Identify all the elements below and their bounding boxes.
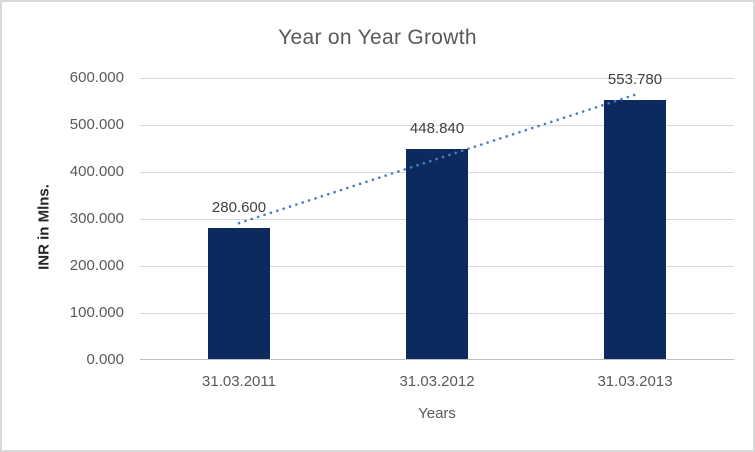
y-tick-label: 100.000 xyxy=(69,304,124,321)
bar xyxy=(604,99,666,360)
x-tick-label: 31.03.2012 xyxy=(399,373,475,390)
x-tick-label: 31.03.2011 xyxy=(202,373,276,390)
y-tick-label: 600.000 xyxy=(69,69,124,86)
y-tick-label: 200.000 xyxy=(69,257,124,274)
bar-data-label: 280.600 xyxy=(211,199,267,217)
y-tick-label: 0.000 xyxy=(86,351,124,368)
y-tick-label: 300.000 xyxy=(69,210,124,227)
gridline xyxy=(140,78,734,79)
x-axis-line xyxy=(140,359,734,360)
y-tick-label: 400.000 xyxy=(69,163,124,180)
bar-data-label: 553.780 xyxy=(607,70,663,88)
bar xyxy=(208,228,270,360)
bar-data-label: 448.840 xyxy=(409,120,465,138)
x-tick-label: 31.03.2013 xyxy=(597,373,673,390)
bar xyxy=(406,149,468,360)
plot-area: 280.600 448.840 553.780 xyxy=(140,71,734,360)
x-axis-title: Years xyxy=(418,405,456,422)
y-tick-label: 500.000 xyxy=(69,116,124,133)
chart-title: Year on Year Growth xyxy=(278,26,477,49)
